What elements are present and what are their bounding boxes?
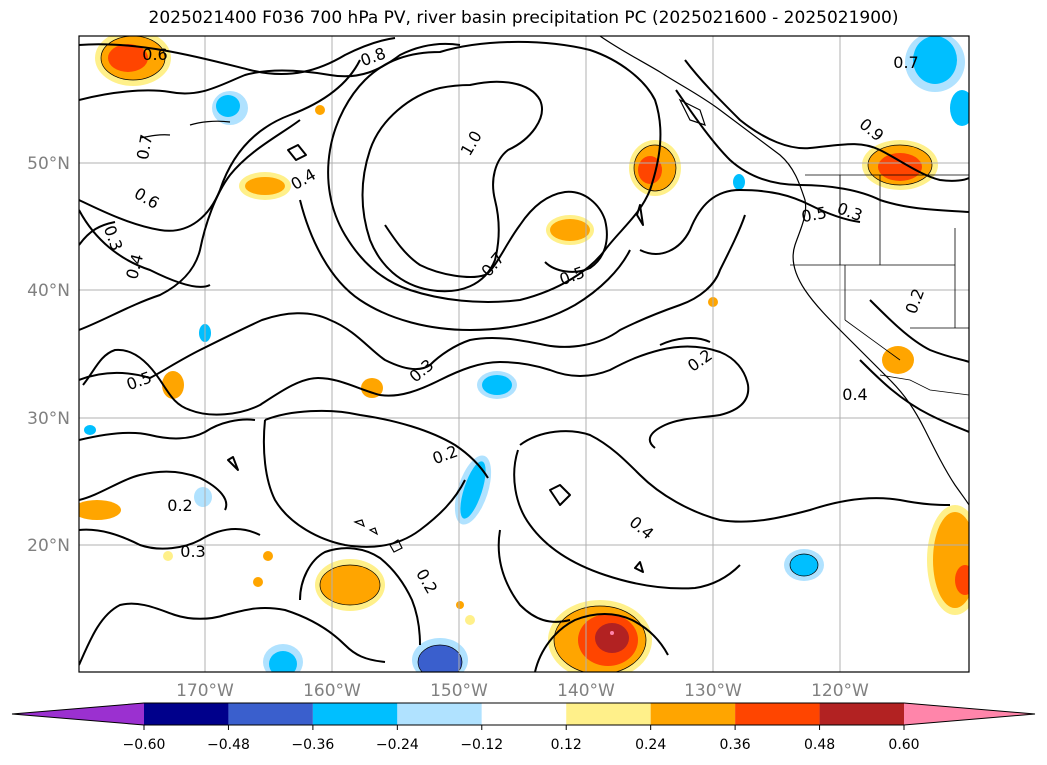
political-borders bbox=[790, 174, 969, 396]
contour-label: 0.7 bbox=[893, 53, 918, 72]
colorbar-extend-high bbox=[904, 703, 1035, 725]
lon-label: 120°W bbox=[811, 681, 869, 701]
lon-label: 130°W bbox=[684, 681, 742, 701]
colorbar-segment bbox=[819, 703, 904, 725]
lat-label: 50°N bbox=[27, 154, 70, 174]
precip-blob-south bbox=[548, 600, 652, 672]
colorbar-segment bbox=[144, 703, 229, 725]
contour-label: 0.2 bbox=[167, 496, 192, 515]
chart-title: 2025021400 F036 700 hPa PV, river basin … bbox=[148, 8, 899, 28]
colorbar-segment bbox=[650, 703, 736, 725]
map-background bbox=[79, 36, 969, 672]
precip-blob-gulf bbox=[629, 140, 681, 196]
lat-label: 40°N bbox=[27, 281, 70, 301]
shading-outlines bbox=[100, 36, 933, 672]
precip-blob-hawaii bbox=[315, 559, 385, 611]
contour-label: 0.5 bbox=[800, 203, 828, 226]
precip-blob-west bbox=[79, 500, 121, 520]
lon-label: 160°W bbox=[303, 681, 361, 701]
colorbar-segment bbox=[481, 703, 567, 725]
precip-blob-sw bbox=[239, 172, 291, 200]
colorbar-tick-label: −0.12 bbox=[460, 737, 503, 753]
colorbar-segment bbox=[566, 703, 651, 725]
negative-blob-hi-south bbox=[412, 638, 468, 672]
lon-label: 170°W bbox=[176, 681, 234, 701]
colorbar-tick-label: 0.12 bbox=[551, 737, 582, 753]
colorbar-segment bbox=[397, 703, 482, 725]
precip-blob-small-2 bbox=[361, 378, 383, 398]
contour-label: 0.3 bbox=[180, 542, 205, 561]
colorbar-segment bbox=[228, 703, 313, 725]
coastlines bbox=[139, 36, 969, 553]
lon-label: 150°W bbox=[430, 681, 488, 701]
colorbar: −0.60 −0.48 −0.36 −0.24 −0.12 0.12 0.24 0.36 0.4… bbox=[11, 702, 1036, 753]
longitude-labels: 170°W 160°W 150°W 140°W 130°W 120°W bbox=[176, 681, 869, 701]
contour-label: 0.4 bbox=[842, 385, 867, 404]
negative-blob-aleutian bbox=[212, 91, 248, 125]
precip-blob-mexico bbox=[927, 505, 969, 615]
colorbar-segment bbox=[312, 703, 398, 725]
lat-label: 20°N bbox=[27, 536, 70, 556]
colorbar-tick-label: −0.36 bbox=[291, 737, 334, 753]
colorbar-segments bbox=[144, 703, 904, 725]
pv-contours bbox=[79, 37, 969, 672]
colorbar-tick-label: 0.36 bbox=[720, 737, 751, 753]
colorbar-tick-label: 0.60 bbox=[888, 737, 919, 753]
lat-label: 30°N bbox=[27, 409, 70, 429]
colorbar-tick-label: −0.60 bbox=[123, 737, 166, 753]
latitude-labels: 50°N 40°N 30°N 20°N bbox=[27, 154, 70, 556]
precip-blob-small-1 bbox=[162, 371, 184, 399]
precip-shading bbox=[79, 36, 969, 672]
lon-label: 140°W bbox=[557, 681, 615, 701]
colorbar-tick-label: 0.48 bbox=[804, 737, 835, 753]
colorbar-tick-label: −0.48 bbox=[207, 737, 250, 753]
contour-label: 0.6 bbox=[142, 45, 167, 64]
colorbar-tick-label: 0.24 bbox=[635, 737, 666, 753]
contour-label: 0.7 bbox=[133, 133, 156, 161]
graticule bbox=[79, 36, 969, 672]
colorbar-segment bbox=[735, 703, 820, 725]
colorbar-tick-label: −0.24 bbox=[376, 737, 419, 753]
colorbar-extend-low bbox=[12, 703, 144, 725]
negative-blob-ne bbox=[905, 36, 965, 92]
colorbar-ticks: −0.60 −0.48 −0.36 −0.24 −0.12 0.12 0.24 0.36 0.4… bbox=[123, 725, 920, 753]
map-frame bbox=[78, 35, 970, 673]
precip-blob-mid bbox=[546, 215, 594, 245]
